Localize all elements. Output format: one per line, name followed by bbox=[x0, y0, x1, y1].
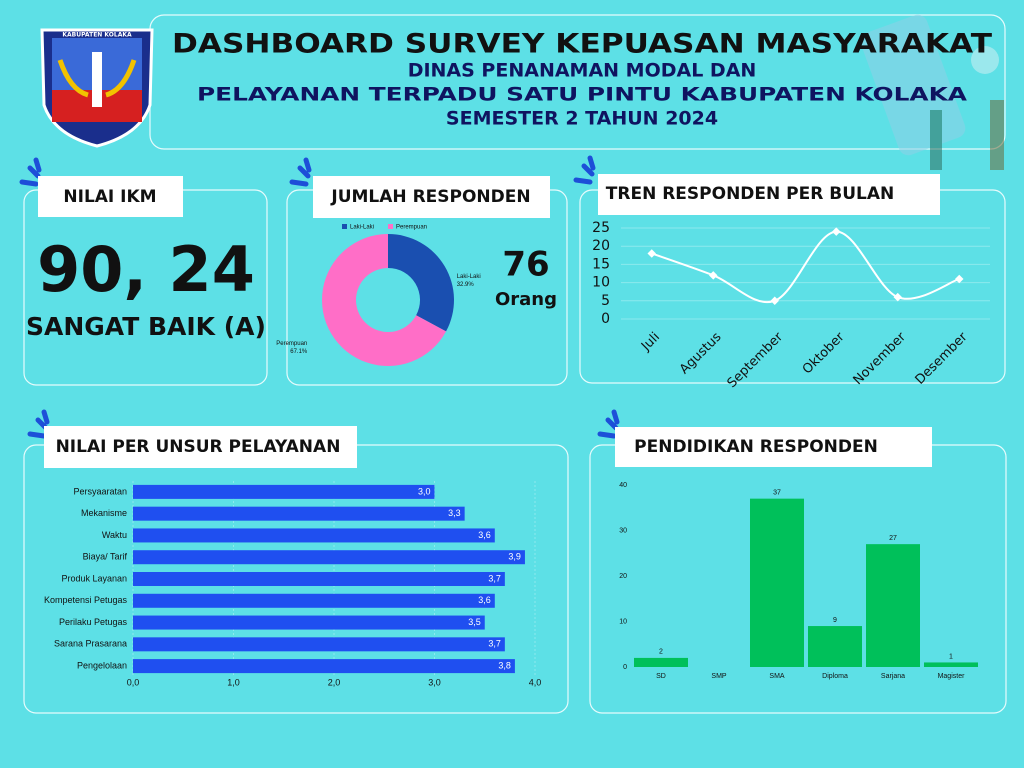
bar bbox=[133, 615, 485, 630]
x-tick-label: 1,0 bbox=[227, 677, 240, 687]
y-tick-label: 10 bbox=[592, 275, 610, 291]
y-tick-label: 30 bbox=[619, 527, 627, 534]
pie-slice bbox=[388, 234, 454, 332]
tag bbox=[598, 174, 940, 215]
header-line: PELAYANAN TERPADU SATU PINTU KABUPATEN K… bbox=[197, 84, 967, 106]
bar bbox=[634, 657, 688, 667]
value-label: 3,8 bbox=[498, 660, 511, 670]
value-label: 3,6 bbox=[478, 595, 491, 605]
value-label: 3,6 bbox=[478, 530, 491, 540]
y-tick-label: Kompetensi Petugas bbox=[44, 595, 128, 605]
y-tick-label: 0 bbox=[601, 311, 610, 327]
x-tick-label: Sarjana bbox=[881, 673, 905, 680]
header-title: DASHBOARD SURVEY KEPUASAN MASYARAKAT bbox=[172, 29, 993, 60]
point bbox=[955, 274, 964, 284]
value-label: 3,7 bbox=[488, 573, 501, 583]
legend-label: Laki-Laki bbox=[350, 225, 374, 231]
legend-swatch bbox=[388, 224, 393, 229]
x-tick-label: 0,0 bbox=[127, 677, 140, 687]
card-title: TREN RESPONDEN PER BULAN bbox=[606, 184, 894, 204]
x-tick-label: Diploma bbox=[822, 673, 848, 680]
slice-value: 32.9% bbox=[457, 282, 475, 288]
ikm-value: 90, 24 bbox=[37, 233, 255, 306]
tag bbox=[615, 427, 932, 467]
tag bbox=[44, 426, 357, 468]
value-label: 3,9 bbox=[508, 552, 521, 562]
y-tick-label: Mekanisme bbox=[81, 508, 127, 518]
value-label: 9 bbox=[833, 617, 837, 624]
card-title: NILAI PER UNSUR PELAYANAN bbox=[56, 437, 341, 457]
value-label: 27 bbox=[889, 535, 897, 542]
card-title: PENDIDIKAN RESPONDEN bbox=[634, 437, 878, 457]
y-tick-label: Perilaku Petugas bbox=[59, 617, 128, 627]
point bbox=[770, 296, 779, 306]
y-tick-label: 5 bbox=[601, 293, 610, 309]
slice-label: Laki-Laki bbox=[457, 274, 481, 280]
bar bbox=[133, 659, 515, 674]
value-label: 3,7 bbox=[488, 639, 501, 649]
card-title: NILAI IKM bbox=[63, 187, 156, 207]
legend-swatch bbox=[342, 224, 347, 229]
y-tick-label: Waktu bbox=[102, 530, 127, 540]
y-tick-label: 25 bbox=[592, 220, 610, 236]
logo-text: KABUPATEN KOLAKA bbox=[62, 32, 132, 39]
illustration bbox=[860, 14, 1004, 170]
bar bbox=[133, 572, 505, 586]
decoration bbox=[19, 155, 620, 439]
header-line: SEMESTER 2 TAHUN 2024 bbox=[446, 108, 718, 130]
y-tick-label: 0 bbox=[623, 664, 627, 671]
value-label: 3,5 bbox=[468, 617, 481, 627]
logo: KABUPATEN KOLAKA bbox=[40, 28, 154, 148]
bar bbox=[750, 498, 804, 667]
header-line: DINAS PENANAMAN MODAL DAN bbox=[408, 60, 757, 82]
legend-label: Perempuan bbox=[396, 225, 427, 231]
y-tick-label: 40 bbox=[619, 482, 627, 489]
y-tick-label: 15 bbox=[592, 256, 610, 272]
card-title: JUMLAH RESPONDEN bbox=[330, 187, 530, 207]
tag bbox=[38, 176, 183, 217]
bar bbox=[808, 626, 862, 667]
respondent-unit: Orang bbox=[495, 289, 557, 310]
value-label: 1 bbox=[949, 653, 953, 660]
y-tick-label: 20 bbox=[619, 573, 627, 580]
pie-slice bbox=[321, 233, 447, 367]
value-label: 37 bbox=[773, 489, 781, 496]
y-tick-label: Sarana Prasarana bbox=[54, 639, 127, 649]
slice-label: Perempuan bbox=[276, 341, 307, 347]
y-tick-label: Persyaaratan bbox=[73, 486, 127, 496]
y-tick-label: 20 bbox=[592, 238, 610, 254]
x-tick-label: 3,0 bbox=[428, 677, 441, 687]
value-label: 3,0 bbox=[418, 486, 431, 496]
slice-value: 67.1% bbox=[290, 349, 308, 355]
bar bbox=[133, 528, 495, 543]
ikm-grade: SANGAT BAIK (A) bbox=[26, 312, 266, 341]
value-label: 3,3 bbox=[448, 508, 461, 518]
point bbox=[709, 271, 718, 280]
x-tick-label: SMP bbox=[711, 673, 727, 680]
bar bbox=[133, 550, 525, 565]
respondent-count: 76 bbox=[502, 245, 549, 285]
bar bbox=[866, 544, 920, 667]
x-tick-label: 2,0 bbox=[328, 677, 341, 687]
bar bbox=[133, 637, 505, 652]
bar bbox=[924, 662, 978, 667]
x-tick-label: Magister bbox=[938, 673, 966, 680]
y-tick-label: Produk Layanan bbox=[61, 573, 127, 583]
y-tick-label: 10 bbox=[619, 618, 627, 625]
x-tick-label: SMA bbox=[769, 673, 785, 680]
tag bbox=[313, 176, 550, 218]
y-tick-label: Pengelolaan bbox=[77, 660, 127, 670]
bar bbox=[133, 506, 465, 521]
y-tick-label: Biaya/ Tarif bbox=[83, 552, 128, 562]
bar bbox=[133, 593, 495, 608]
value-label: 2 bbox=[659, 649, 663, 656]
point bbox=[893, 292, 902, 302]
x-tick-label: 4,0 bbox=[529, 677, 542, 687]
bar bbox=[133, 484, 435, 499]
x-tick-label: SD bbox=[656, 673, 666, 680]
